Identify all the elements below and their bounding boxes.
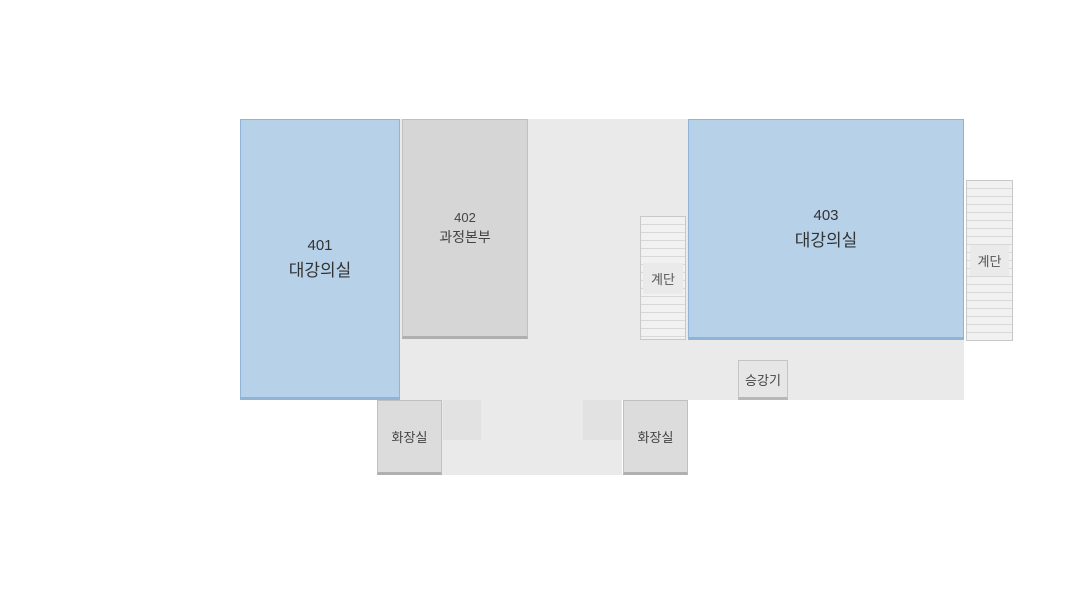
room-403-name: 대강의실 [795,226,858,251]
stairs-1: 계단 [640,216,686,340]
stub-1 [443,400,481,440]
stairs-2-label: 계단 [970,245,1010,276]
stairs-1-label: 계단 [643,263,683,294]
stub-2 [583,400,621,440]
restroom-1: 화장실 [377,400,442,475]
restroom-2-label: 화장실 [638,427,674,446]
elevator: 승강기 [738,360,788,400]
room-401-number: 401 [307,237,332,254]
room-403: 403 대강의실 [688,119,964,340]
room-402-name: 과정본부 [439,227,491,247]
room-403-number: 403 [813,207,838,224]
room-402: 402 과정본부 [402,119,528,339]
room-401-name: 대강의실 [289,256,352,281]
room-402-number: 402 [454,210,476,225]
stairs-2: 계단 [966,180,1013,341]
room-401: 401 대강의실 [240,119,400,400]
restroom-1-label: 화장실 [392,427,428,446]
restroom-2: 화장실 [623,400,688,475]
elevator-label: 승강기 [745,370,781,389]
